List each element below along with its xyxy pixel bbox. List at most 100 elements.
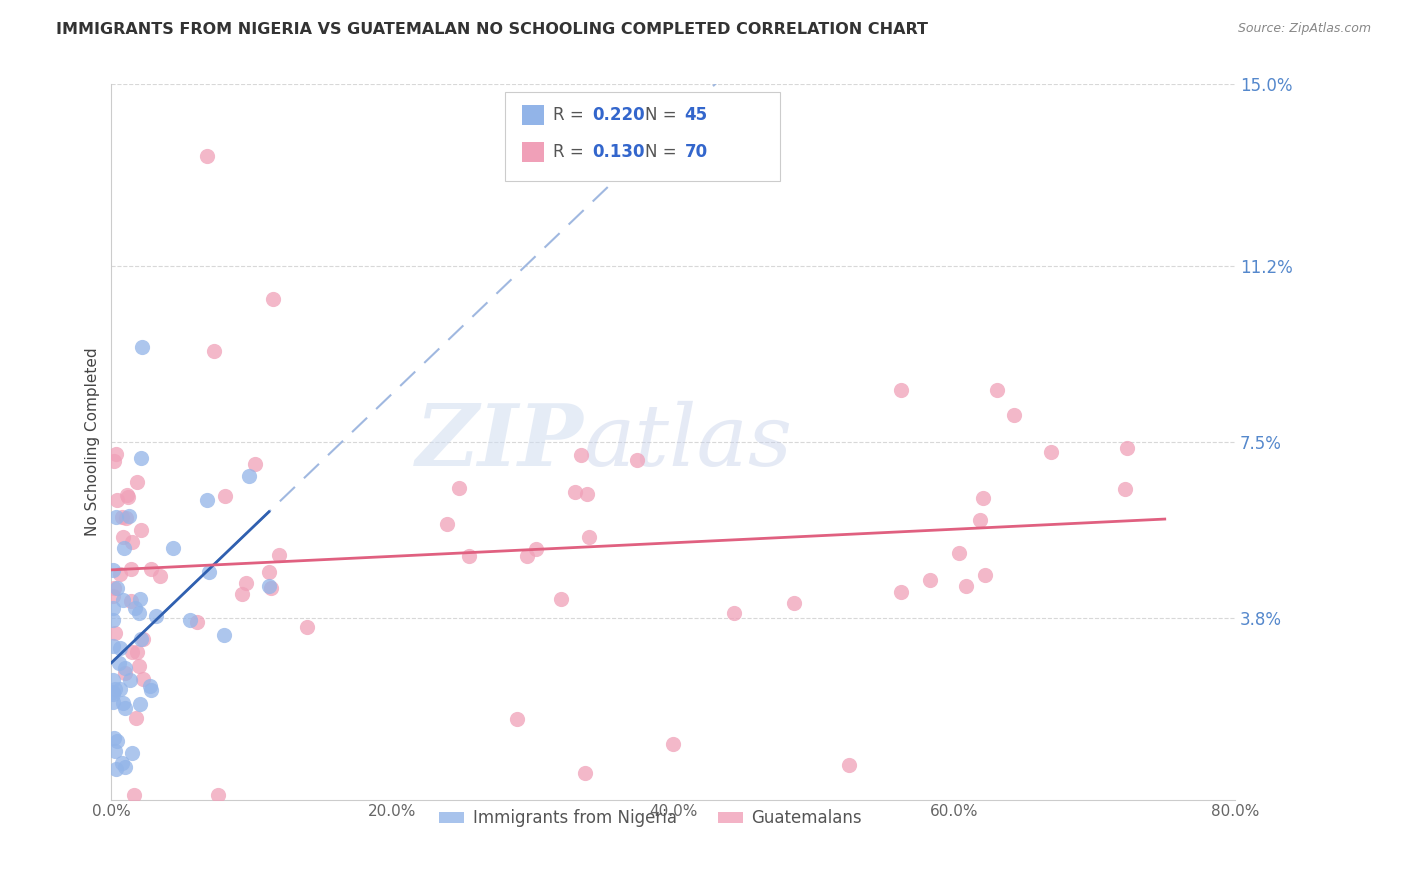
Point [101,563,124,577]
Point [457,549,479,564]
Point [125,711,148,725]
Point [243,457,266,471]
Point [269,548,291,562]
Point [569,448,592,462]
Point [125,475,148,489]
Point [235,576,257,591]
Point [105,447,128,461]
Point [141,682,163,697]
Y-axis label: No Schooling Completed: No Schooling Completed [86,348,100,536]
Point [195,149,218,163]
Point [578,530,600,544]
Point [114,660,136,674]
Point [103,581,125,595]
Point [986,383,1008,397]
Point [202,343,225,358]
Point [260,582,283,596]
Point [132,672,155,686]
Point [162,541,184,556]
Text: 0.220: 0.220 [592,106,645,124]
Point [890,384,912,398]
Text: N =: N = [645,106,682,124]
Point [107,492,129,507]
Point [101,613,124,627]
Point [128,659,150,673]
Point [207,788,229,802]
Point [131,340,153,354]
Point [524,541,547,556]
Point [626,453,648,467]
Point [114,666,136,681]
Text: IMMIGRANTS FROM NIGERIA VS GUATEMALAN NO SCHOOLING COMPLETED CORRELATION CHART: IMMIGRANTS FROM NIGERIA VS GUATEMALAN NO… [56,22,928,37]
Point [111,696,134,710]
Point [118,508,141,523]
Point [145,608,167,623]
Point [111,510,134,524]
Point [550,592,572,607]
Point [149,569,172,583]
Point [238,468,260,483]
Point [257,579,280,593]
Point [179,613,201,627]
Text: R =: R = [553,106,589,124]
Point [783,596,806,610]
Point [124,601,146,615]
Point [122,788,145,802]
Point [115,511,138,525]
Point [121,645,143,659]
Point [110,681,132,696]
Point [101,673,124,688]
Point [104,509,127,524]
Point [104,625,127,640]
Point [128,606,150,620]
Legend: Immigrants from Nigeria, Guatemalans: Immigrants from Nigeria, Guatemalans [433,803,869,834]
Point [104,743,127,757]
Point [101,601,124,615]
Point [576,486,599,500]
Point [838,757,860,772]
Point [1115,441,1137,455]
Text: 45: 45 [685,106,707,124]
Point [108,640,131,655]
Point [231,587,253,601]
Point [103,454,125,468]
Point [918,573,941,587]
Point [564,485,586,500]
Text: 0.130: 0.130 [592,144,645,161]
Point [969,513,991,527]
Point [112,531,135,545]
Point [948,546,970,560]
Point [972,491,994,505]
Point [117,490,139,504]
Point [262,292,284,306]
Point [101,685,124,699]
Text: R =: R = [553,144,589,161]
Text: atlas: atlas [583,401,793,483]
Point [139,679,162,693]
Text: ZIP: ZIP [415,401,583,483]
Point [128,698,150,712]
Point [662,737,685,751]
Point [506,712,529,726]
Point [129,591,152,606]
Point [723,606,745,620]
Point [120,673,142,687]
Point [105,581,128,595]
Point [973,568,995,582]
Point [104,762,127,776]
Point [139,562,162,576]
Point [103,731,125,745]
Point [259,566,281,580]
Text: N =: N = [645,144,682,161]
Point [574,766,596,780]
Point [1002,408,1025,422]
Point [131,632,153,646]
Point [516,549,538,563]
Point [129,524,152,538]
Point [101,687,124,701]
Point [121,534,143,549]
Point [186,615,208,630]
Point [1114,482,1136,496]
Point [214,627,236,641]
Point [114,759,136,773]
